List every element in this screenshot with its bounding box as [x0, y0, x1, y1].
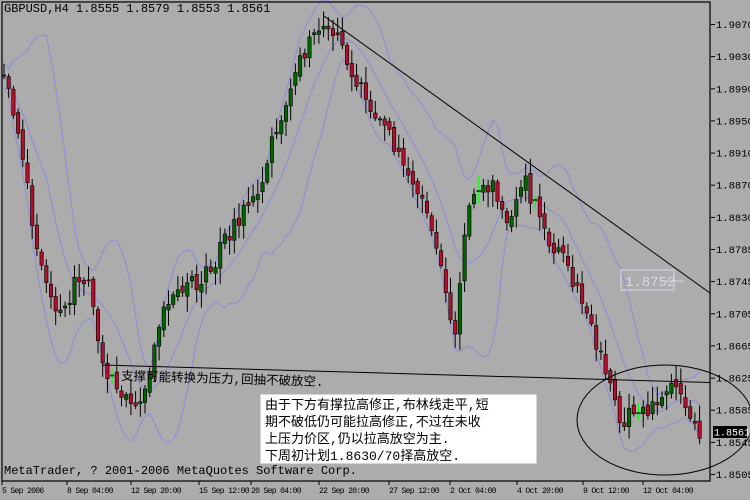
svg-text:1.8950: 1.8950 [716, 116, 750, 128]
svg-text:1.9030: 1.9030 [716, 52, 750, 64]
svg-text:期不破低仍可能拉高修正,不过在未收: 期不破低仍可能拉高修正,不过在未收 [265, 414, 481, 430]
svg-text:上压力价区,仍以拉高放空为主.: 上压力价区,仍以拉高放空为主. [265, 431, 450, 447]
svg-text:1.8561: 1.8561 [714, 429, 750, 440]
svg-text:5 Sep 2006: 5 Sep 2006 [2, 487, 44, 496]
svg-text:15 Sep 12:00: 15 Sep 12:00 [199, 487, 250, 496]
svg-text:1.8625: 1.8625 [716, 374, 750, 386]
svg-text:MetaTrader, ? 2001-2006 MetaQu: MetaTrader, ? 2001-2006 MetaQuotes Softw… [4, 464, 357, 478]
svg-text:8 Sep 04:00: 8 Sep 04:00 [67, 487, 114, 496]
svg-text:1.8705: 1.8705 [716, 309, 750, 321]
svg-text:27 Sep 12:00: 27 Sep 12:00 [389, 487, 440, 496]
svg-text:1.8830: 1.8830 [716, 213, 750, 225]
svg-text:1.8785: 1.8785 [716, 245, 750, 257]
svg-text:1.8990: 1.8990 [716, 84, 750, 96]
svg-text:12 Oct 04:00: 12 Oct 04:00 [643, 487, 694, 496]
svg-text:2 Oct 04:00: 2 Oct 04:00 [450, 487, 497, 496]
svg-text:1.8585: 1.8585 [716, 406, 750, 418]
svg-text:1.8545: 1.8545 [716, 438, 750, 450]
svg-text:1.8752: 1.8752 [625, 275, 675, 291]
svg-text:9 Oct 12:00: 9 Oct 12:00 [583, 487, 630, 496]
svg-text:1.8745: 1.8745 [716, 277, 750, 289]
svg-text:20 Sep 04:00: 20 Sep 04:00 [251, 487, 302, 496]
svg-text:GBPUSD,H4 1.8555 1.8579 1.855: GBPUSD,H4 1.8555 1.8579 1.8553 1.8561 [4, 2, 270, 16]
svg-text:1.8665: 1.8665 [716, 341, 750, 353]
svg-text:22 Sep 20:00: 22 Sep 20:00 [319, 487, 370, 496]
svg-text:4 Oct 20:00: 4 Oct 20:00 [517, 487, 564, 496]
svg-text:下周初计划1.8630/70择高放空.: 下周初计划1.8630/70择高放空. [265, 448, 460, 464]
svg-text:由于下方有撑拉高修正,布林线走平,短: 由于下方有撑拉高修正,布林线走平,短 [265, 397, 489, 413]
svg-text:1.8910: 1.8910 [716, 149, 750, 161]
svg-text:12 Sep 20:00: 12 Sep 20:00 [131, 487, 182, 496]
svg-text:1.9070: 1.9070 [716, 20, 750, 32]
svg-text:1.8870: 1.8870 [716, 181, 750, 193]
